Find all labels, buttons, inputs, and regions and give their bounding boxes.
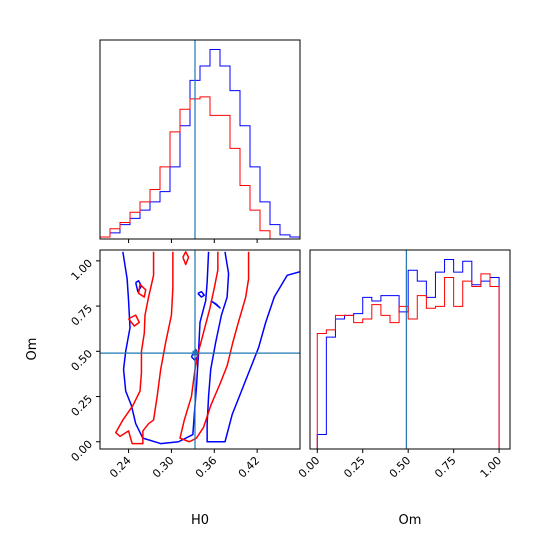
contour-series-0-line-3: [197, 290, 206, 298]
x-axis-label-h0: H0: [191, 513, 209, 528]
om-hist-series-1: [316, 273, 500, 449]
contour-series-0-line-4: [210, 300, 221, 309]
om-xtick-label-2: 0.50: [387, 454, 414, 481]
contour-series-1-line-1: [179, 251, 250, 443]
contour-frame: [99, 249, 301, 450]
contour-series-1-line-4: [182, 251, 190, 266]
om-hist-series-0: [316, 258, 500, 449]
joint-ytick-label-1: 0.25: [69, 392, 96, 419]
contour-series-1-line-3: [137, 283, 147, 298]
joint-ytick-label-0: 0.00: [69, 438, 96, 465]
contour-series-1-line-2: [127, 314, 141, 327]
joint-xtick-label-3: 0.42: [236, 454, 263, 481]
joint-xtick-label-0: 0.24: [107, 454, 134, 481]
joint-ytick-label-2: 0.50: [69, 347, 96, 374]
om-xtick-label-0: 0.00: [296, 454, 323, 481]
h0-hist-series-1: [100, 96, 300, 239]
om-xtick-label-1: 0.25: [341, 454, 368, 481]
contour-series-0-line-0: [122, 251, 210, 445]
om-histogram-panel: 0.00 0.25 0.50 0.75 1.00 Om: [296, 249, 511, 528]
joint-xtick-label-1: 0.30: [150, 454, 177, 481]
h0-om-contour-panel: 0.24 0.30 0.36 0.42 0.00 0.25 0.50 0.75 1.00 H0…: [25, 249, 301, 528]
contour-series-1-line-0: [114, 251, 174, 445]
joint-ytick-label-3: 0.75: [69, 302, 96, 329]
om-xtick-label-4: 1.00: [478, 454, 505, 481]
y-axis-label-om: Om: [25, 338, 40, 361]
h0-histogram-panel: [99, 39, 301, 243]
om-xtick-label-3: 0.75: [432, 454, 459, 481]
x-axis-label-om: Om: [399, 513, 422, 528]
contour-series-0-line-1: [206, 251, 300, 443]
om-histogram-frame: [309, 249, 511, 450]
joint-xtick-label-2: 0.36: [193, 454, 220, 481]
h0-hist-series-0: [100, 48, 300, 239]
joint-truth-marker: [192, 350, 198, 356]
h0-histogram-frame: [99, 39, 301, 240]
joint-ytick-label-4: 1.00: [69, 257, 96, 284]
